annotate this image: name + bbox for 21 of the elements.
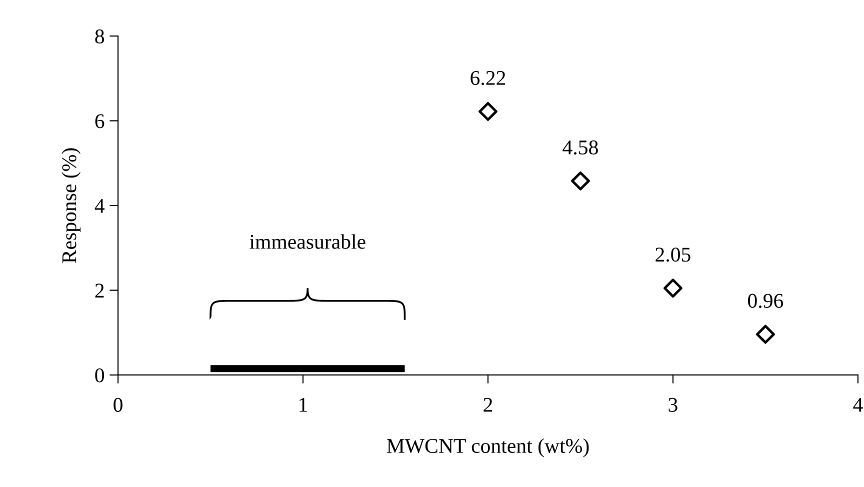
x-tick-label: 1 [300,398,307,412]
point [664,278,682,298]
point [478,102,498,121]
x-tick-label: 0 [114,398,122,412]
y-tick-label: 2 [95,284,104,298]
y-tick-label: 4 [94,199,104,213]
y-tick-label: 6 [95,114,104,128]
data-label: 4.58 [562,140,598,155]
x-tick-label: 4 [853,398,863,412]
point [571,171,590,190]
data-label: 6.22 [470,71,506,86]
y-axis-title: Response (%) [62,148,81,264]
y-tick-label: 0 [95,368,104,382]
x-tick-label: 3 [668,398,678,412]
data-label: 2.05 [656,248,690,262]
point [756,324,775,344]
x-axis-title: MWCNT content (wt%) [386,438,589,458]
y-tick-label: 8 [95,29,104,44]
data-label: 0.96 [748,294,784,308]
x-tick-label: 2 [484,398,492,412]
annotation: immeasurable [250,234,366,249]
